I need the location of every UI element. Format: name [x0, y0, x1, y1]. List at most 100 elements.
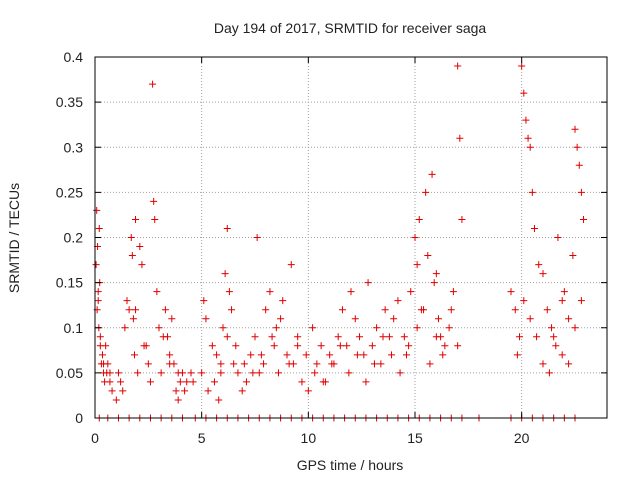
data-point: [402, 351, 410, 359]
data-point: [543, 306, 551, 314]
data-point: [449, 288, 457, 296]
data-point: [121, 324, 129, 332]
data-point: [302, 351, 310, 359]
data-point: [260, 360, 268, 368]
data-point: [370, 360, 378, 368]
data-point: [223, 333, 231, 341]
data-point: [183, 378, 191, 386]
data-point: [577, 188, 585, 196]
data-point: [132, 306, 140, 314]
data-point: [166, 360, 174, 368]
data-point: [294, 333, 302, 341]
data-point: [98, 351, 106, 359]
data-point: [96, 333, 104, 341]
data-point: [150, 197, 158, 205]
data-point: [230, 360, 238, 368]
data-point: [424, 252, 432, 260]
data-point: [373, 324, 381, 332]
data-point: [155, 324, 163, 332]
data-point: [580, 215, 588, 223]
data-point: [125, 306, 133, 314]
data-point: [309, 324, 317, 332]
data-point: [279, 297, 287, 305]
data-point: [217, 369, 225, 377]
data-point: [94, 297, 102, 305]
data-point: [311, 369, 319, 377]
data-point: [103, 369, 111, 377]
data-point: [432, 270, 440, 278]
data-point: [266, 288, 274, 296]
data-point: [210, 378, 218, 386]
data-point: [338, 306, 346, 314]
data-point: [149, 80, 157, 88]
data-point: [345, 369, 353, 377]
data-point: [253, 234, 261, 241]
data-point: [119, 387, 127, 395]
data-point: [526, 315, 534, 323]
data-point: [428, 170, 436, 178]
data-point: [93, 206, 101, 214]
data-point: [232, 342, 240, 350]
data-point: [533, 333, 541, 341]
data-point: [319, 378, 327, 386]
data-point: [270, 342, 278, 350]
data-point: [571, 125, 579, 133]
data-point: [242, 378, 250, 386]
data-point: [108, 387, 116, 395]
data-point: [385, 333, 393, 341]
data-point: [415, 215, 423, 223]
data-point: [187, 369, 195, 377]
y-tick-label: 0.05: [56, 365, 83, 381]
data-point: [524, 134, 532, 142]
data-points: [92, 62, 588, 422]
data-point: [251, 333, 259, 341]
data-point: [528, 188, 536, 196]
data-point: [249, 369, 257, 377]
data-point: [255, 369, 263, 377]
data-point: [565, 360, 573, 368]
data-point: [439, 351, 447, 359]
data-point: [336, 342, 344, 350]
data-point: [221, 270, 229, 278]
data-point: [326, 351, 334, 359]
data-point: [238, 387, 246, 395]
y-tick-label: 0.2: [64, 230, 84, 246]
data-point: [223, 224, 231, 232]
data-point: [240, 360, 248, 368]
data-point: [434, 315, 442, 323]
data-point: [539, 360, 547, 368]
data-point: [518, 62, 526, 70]
data-point: [552, 342, 560, 350]
data-point: [381, 306, 389, 314]
data-point: [334, 333, 342, 341]
y-tick-label: 0.1: [64, 320, 84, 336]
data-point: [390, 315, 398, 323]
data-point: [458, 215, 466, 223]
data-point: [172, 387, 180, 395]
data-point: [522, 116, 530, 124]
y-tick-label: 0.15: [56, 275, 83, 291]
data-point: [287, 261, 295, 269]
data-point: [558, 351, 566, 359]
data-point: [347, 288, 355, 296]
data-point: [535, 261, 543, 269]
data-point: [396, 369, 404, 377]
data-point: [356, 333, 364, 341]
y-tick-label: 0.3: [64, 139, 84, 155]
data-point: [516, 333, 524, 341]
data-point: [189, 378, 197, 386]
y-tick-label: 0: [75, 410, 83, 426]
data-point: [94, 288, 102, 296]
data-point: [364, 279, 372, 287]
data-point: [202, 315, 210, 323]
y-tick-label: 0.25: [56, 184, 83, 200]
chart-title: Day 194 of 2017, SRMTID for receiver sag…: [214, 20, 487, 36]
x-tick-label: 10: [301, 430, 317, 446]
data-point: [92, 261, 100, 269]
x-tick-label: 0: [91, 430, 99, 446]
data-point: [129, 315, 137, 323]
data-point: [123, 297, 131, 305]
data-point: [142, 342, 150, 350]
data-point: [174, 369, 182, 377]
